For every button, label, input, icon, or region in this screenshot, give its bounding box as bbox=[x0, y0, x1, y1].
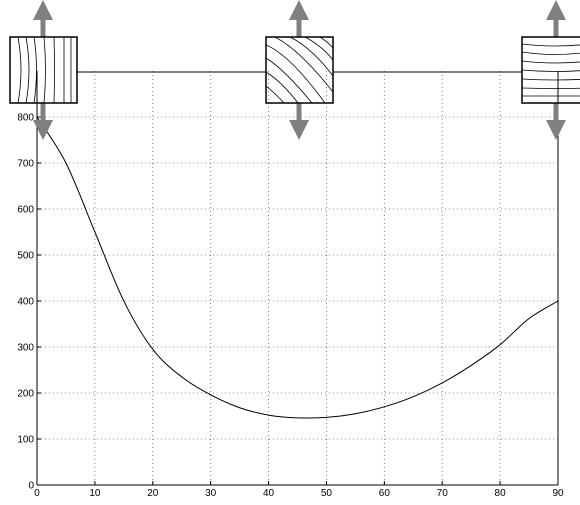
grain-diagonal bbox=[266, 37, 333, 103]
x-tick-label: 50 bbox=[321, 488, 333, 499]
y-tick-label: 800 bbox=[17, 113, 34, 124]
x-tick-label: 10 bbox=[89, 488, 101, 499]
y-tick-label: 300 bbox=[17, 343, 34, 354]
arrows bbox=[43, 10, 556, 130]
x-tick-label: 90 bbox=[552, 488, 564, 499]
specimen bbox=[10, 37, 77, 103]
specimen bbox=[266, 37, 333, 103]
x-tick-label: 70 bbox=[437, 488, 449, 499]
x-tick-label: 40 bbox=[263, 488, 275, 499]
x-tick-label: 20 bbox=[147, 488, 159, 499]
y-tick-label: 100 bbox=[17, 435, 34, 446]
grain-transverse bbox=[522, 44, 580, 96]
x-tick-label: 30 bbox=[205, 488, 217, 499]
y-tick-label: 700 bbox=[17, 159, 34, 170]
grain-longitudinal bbox=[18, 37, 71, 103]
x-tick-label: 60 bbox=[379, 488, 391, 499]
y-tick-label: 400 bbox=[17, 297, 34, 308]
chart: 0100200300400500600700800010203040506070… bbox=[0, 0, 580, 505]
decoration bbox=[10, 10, 580, 130]
y-tick-label: 200 bbox=[17, 389, 34, 400]
x-tick-label: 80 bbox=[495, 488, 507, 499]
page: 0100200300400500600700800010203040506070… bbox=[0, 0, 580, 505]
y-tick-label: 500 bbox=[17, 251, 34, 262]
y-tick-label: 600 bbox=[17, 205, 34, 216]
specimen bbox=[522, 37, 580, 103]
x-tick-label: 0 bbox=[34, 488, 40, 499]
data-line bbox=[37, 117, 558, 418]
